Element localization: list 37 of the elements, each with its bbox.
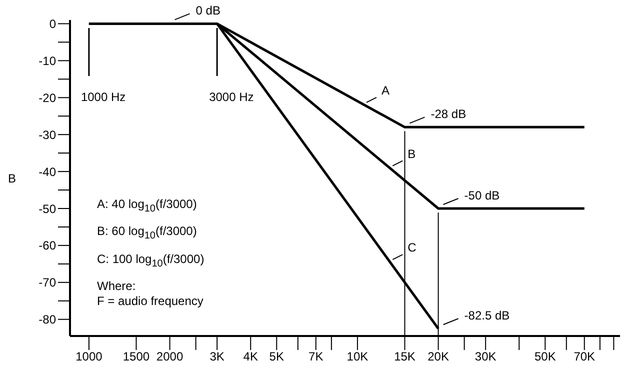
annotation: 0 dB bbox=[196, 4, 220, 18]
annotation: C: 100 log$_{10}$(f/3000) bbox=[97, 250, 204, 272]
x-tick-label: 4K bbox=[243, 350, 258, 364]
x-tick-label: 30K bbox=[474, 350, 496, 364]
y-tick-label: -50 bbox=[38, 202, 56, 216]
x-tick-label: 2000 bbox=[156, 350, 184, 364]
x-tick-label: 70K bbox=[574, 350, 596, 364]
y-tick-label: -80 bbox=[38, 312, 56, 327]
annotation: F = audio frequency bbox=[97, 294, 204, 310]
y-tick-label: -20 bbox=[38, 90, 56, 105]
y-tick-label: -30 bbox=[38, 128, 56, 142]
x-tick-label: 15K bbox=[394, 350, 416, 364]
annotation: A: 40 log$_{10}$(f/3000) bbox=[97, 196, 198, 216]
x-tick-label: 5K bbox=[269, 350, 284, 364]
annotation: -50 dB bbox=[464, 188, 500, 202]
x-tick-label: 1500 bbox=[122, 350, 150, 364]
y-tick-label: -10 bbox=[38, 54, 56, 68]
series-label: A bbox=[381, 83, 390, 98]
y-tick-label: 0 bbox=[49, 16, 56, 31]
series-label: C bbox=[408, 240, 417, 255]
y-tick-label: -40 bbox=[38, 164, 56, 179]
ref-line-label: 1000 Hz bbox=[80, 90, 126, 104]
annotation: -82.5 dB bbox=[464, 308, 510, 323]
x-tick-label: 50K bbox=[534, 350, 556, 364]
y-axis-title: B bbox=[8, 171, 16, 186]
series-label: B bbox=[408, 146, 416, 161]
annotation: B: 60 log$_{10}$(f/3000) bbox=[97, 223, 198, 244]
x-tick-label: 10K bbox=[346, 350, 368, 364]
annotation: Where: bbox=[97, 279, 137, 294]
y-tick-label: -70 bbox=[38, 276, 56, 290]
x-tick-label: 1000 bbox=[76, 350, 103, 364]
x-tick-label: 3K bbox=[210, 350, 224, 364]
x-tick-label: 20K bbox=[428, 350, 449, 364]
annotation: -28 dB bbox=[430, 107, 466, 122]
ref-line-label: 3000 Hz bbox=[209, 90, 254, 104]
y-tick-label: -60 bbox=[38, 238, 56, 253]
x-tick-label: 7K bbox=[308, 350, 324, 364]
